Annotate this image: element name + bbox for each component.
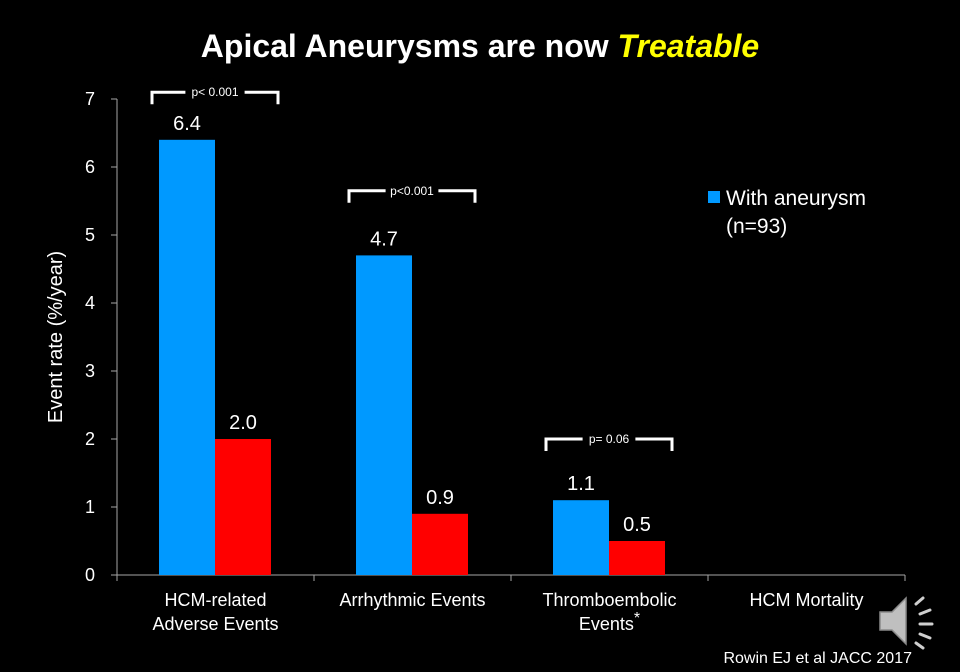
p-value-label: p<0.001 bbox=[390, 184, 434, 198]
legend-entry-with-aneurysm: With aneurysm bbox=[708, 185, 866, 213]
legend-label-line-1: With aneurysm bbox=[726, 187, 867, 210]
data-label: 0.5 bbox=[623, 514, 651, 536]
y-tick-label: 0 bbox=[85, 565, 95, 585]
bar-series-1 bbox=[356, 255, 412, 575]
x-tick-label: Adverse Events bbox=[152, 614, 278, 634]
bar-series-2 bbox=[609, 541, 665, 575]
significance-bracket bbox=[544, 437, 674, 451]
y-tick-label: 2 bbox=[85, 429, 95, 449]
data-label: 0.9 bbox=[426, 487, 454, 509]
slide-title: Apical Aneurysms are now Treatable bbox=[0, 28, 960, 65]
x-tick-label: Arrhythmic Events bbox=[339, 590, 485, 610]
bar-series-2 bbox=[412, 513, 468, 575]
data-label: 6.4 bbox=[173, 113, 201, 135]
x-tick-label: Thromboembolic bbox=[542, 590, 676, 610]
x-tick-label: Events* bbox=[579, 610, 640, 634]
citation: Rowin EJ et al JACC 2017 bbox=[723, 650, 912, 667]
legend-swatch-with-aneurysm bbox=[708, 191, 720, 204]
title-main: Apical Aneurysms are now bbox=[200, 28, 609, 64]
data-label: 1.1 bbox=[567, 473, 595, 495]
p-value-label: p= 0.06 bbox=[589, 432, 630, 446]
title-emphasis: Treatable bbox=[617, 28, 760, 64]
data-label: 2.0 bbox=[229, 412, 257, 434]
y-tick-label: 1 bbox=[85, 497, 95, 517]
y-tick-label: 3 bbox=[85, 361, 95, 381]
x-tick-label: HCM-related bbox=[164, 590, 266, 610]
significance-bracket bbox=[150, 90, 280, 105]
data-label: 4.7 bbox=[370, 228, 398, 250]
y-tick-label: 5 bbox=[85, 225, 95, 245]
asterisk-mark: * bbox=[634, 610, 640, 627]
y-tick-label: 7 bbox=[85, 89, 95, 109]
y-axis-label: Event rate (%/year) bbox=[45, 251, 67, 423]
p-value-label: p< 0.001 bbox=[191, 85, 238, 99]
bar-series-1 bbox=[159, 139, 215, 576]
significance-bracket bbox=[347, 189, 477, 203]
legend-label-line-2: (n=93) bbox=[726, 215, 788, 238]
bar-series-1 bbox=[553, 500, 609, 575]
y-tick-label: 6 bbox=[85, 157, 95, 177]
speaker-icon[interactable] bbox=[876, 592, 942, 650]
x-tick-label: HCM Mortality bbox=[749, 590, 863, 610]
bar-series-2 bbox=[215, 439, 271, 575]
legend: With aneurysm (n=93) bbox=[708, 185, 866, 241]
y-tick-label: 4 bbox=[85, 293, 95, 313]
